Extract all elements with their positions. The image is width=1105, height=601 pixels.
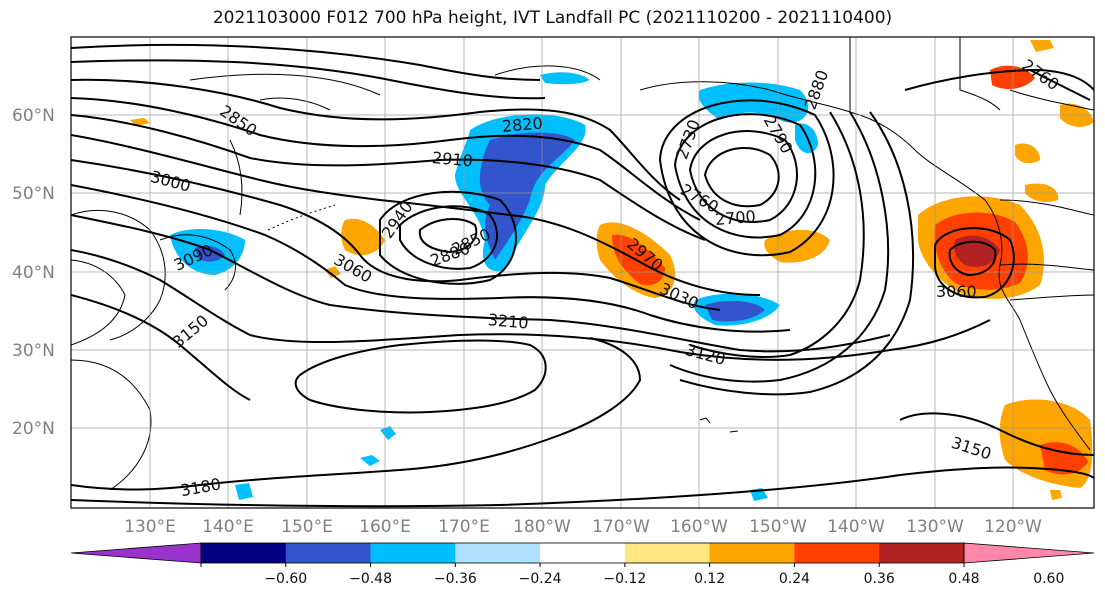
map-title-container: 2021103000 F012 700 hPa height, IVT Land… (0, 0, 1105, 34)
colorbar-tick-label: 0.24 (779, 571, 810, 587)
lon-label: 140°W (827, 517, 885, 537)
map-title: 2021103000 F012 700 hPa height, IVT Land… (212, 8, 893, 28)
colorbar-tick-label: −0.36 (434, 571, 477, 587)
negative-ivt-shading (170, 72, 818, 501)
lat-label: 20°N (12, 419, 55, 439)
colorbar-segment (201, 543, 287, 563)
colorbar-tick-label: −0.48 (349, 571, 392, 587)
colorbar-segment (540, 543, 626, 563)
colorbar-tick-label: −0.60 (264, 571, 307, 587)
contour-label: 2700 (714, 207, 756, 229)
lon-label: 130°E (124, 517, 176, 537)
lon-label: 140°E (202, 517, 254, 537)
colorbar-tick-label: −0.12 (603, 571, 646, 587)
colorbar-segment (370, 543, 456, 563)
colorbar-extend-max (963, 542, 1095, 564)
colorbar-segment (455, 543, 541, 563)
lon-label: 160°E (359, 517, 411, 537)
colorbar-extend-min (70, 542, 202, 564)
lat-label: 40°N (12, 263, 55, 283)
lon-label: 160°W (670, 517, 728, 537)
lon-label: 150°E (281, 517, 333, 537)
lat-label: 50°N (12, 184, 55, 204)
lon-label: 180°W (513, 517, 571, 537)
lat-label: 30°N (12, 341, 55, 361)
colorbar-tick-label: −0.24 (519, 571, 562, 587)
longitude-labels: 130°E 140°E 150°E 160°E 170°E 180°W 170°… (124, 517, 1042, 537)
latitude-labels: 60°N 50°N 40°N 30°N 20°N (12, 106, 55, 439)
contour-label: 2820 (501, 113, 543, 135)
contour-label: 3210 (487, 310, 529, 332)
map-frame (70, 36, 1095, 509)
contour-label: 3060 (936, 282, 977, 301)
lat-label: 60°N (12, 106, 55, 126)
colorbar-tick-label: 0.48 (948, 571, 979, 587)
colorbar-segment (624, 543, 711, 563)
lon-label: 120°W (984, 517, 1042, 537)
colorbar-segment (285, 543, 372, 563)
colorbar-tick-label: 0.36 (864, 571, 895, 587)
colorbar-segment (879, 543, 965, 563)
height-contours (71, 43, 1094, 508)
colorbar-outline (200, 542, 965, 564)
lon-label: 170°W (592, 517, 650, 537)
colorbar-segment (794, 543, 880, 563)
lon-label: 150°W (749, 517, 807, 537)
colorbar-tick-label: 0.12 (694, 571, 725, 587)
colorbar: −0.60 −0.48 −0.36 −0.24 −0.12 0.12 0.24 0.36 0.4… (70, 542, 1095, 587)
graticule (71, 37, 1094, 508)
colorbar-tick-label: 0.60 (1033, 571, 1064, 587)
contour-label: 2910 (431, 148, 473, 170)
coastlines (71, 37, 1094, 491)
lon-label: 130°W (906, 517, 964, 537)
colorbar-segment (709, 543, 795, 563)
lon-label: 170°E (438, 517, 490, 537)
